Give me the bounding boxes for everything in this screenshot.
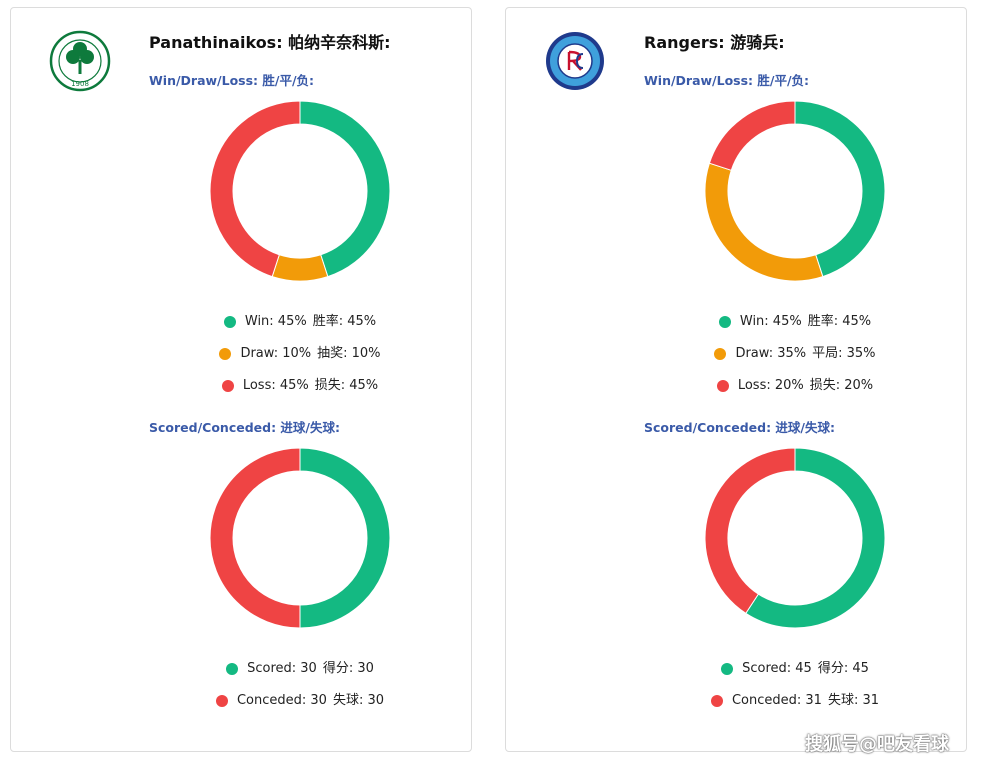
legend-item-scored: Scored: 30 得分: 30 bbox=[11, 659, 471, 691]
donut-slice-scored bbox=[299, 447, 391, 629]
legend-label: Win: 45% bbox=[244, 314, 307, 329]
scored-dot-icon bbox=[226, 663, 239, 675]
legend-label-cn: 抽奖: 10% bbox=[317, 346, 381, 361]
legend-item-scored: Scored: 45 得分: 45 bbox=[506, 659, 966, 691]
legend-label-cn: 损失: 20% bbox=[809, 378, 874, 393]
team-title: Panathinaikos: 帕纳辛奈科斯: bbox=[149, 33, 391, 52]
team-title: Rangers: 游骑兵: bbox=[644, 33, 785, 52]
legend-label: Conceded: 30 bbox=[236, 693, 327, 708]
legend-label: Loss: 45% bbox=[242, 378, 309, 393]
draw-dot-icon bbox=[219, 348, 232, 360]
legend-label-cn: 损失: 45% bbox=[314, 378, 379, 393]
win-dot-icon bbox=[223, 316, 236, 328]
goals-legend: Scored: 45 得分: 45 Conceded: 31 失球: 31 bbox=[506, 659, 966, 723]
goals-section-title: Scored/Conceded: 进球/失球: bbox=[644, 420, 835, 435]
win-dot-icon bbox=[718, 316, 731, 328]
goals-section-title: Scored/Conceded: 进球/失球: bbox=[149, 420, 340, 435]
legend-item-draw: Draw: 10% 抽奖: 10% bbox=[11, 344, 471, 376]
wdl-legend: Win: 45% 胜率: 45% Draw: 35% 平局: 35% Loss:… bbox=[506, 312, 966, 408]
donut-slice-win bbox=[299, 100, 391, 278]
legend-label-cn: 得分: 45 bbox=[817, 661, 869, 676]
conceded-dot-icon bbox=[710, 695, 723, 707]
donut-slice-scored bbox=[745, 447, 886, 629]
legend-item-win: Win: 45% 胜率: 45% bbox=[11, 312, 471, 344]
legend-item-conceded: Conceded: 30 失球: 30 bbox=[11, 691, 471, 723]
legend-label-cn: 失球: 31 bbox=[827, 693, 880, 708]
legend-item-conceded: Conceded: 31 失球: 31 bbox=[506, 691, 966, 723]
wdl-section-title: Win/Draw/Loss: 胜/平/负: bbox=[149, 73, 315, 88]
legend-label: Loss: 20% bbox=[737, 378, 804, 393]
wdl-donut-chart bbox=[704, 100, 886, 282]
goals-donut-chart bbox=[209, 447, 391, 629]
wdl-donut-chart bbox=[209, 100, 391, 282]
legend-label: Scored: 30 bbox=[247, 661, 317, 676]
draw-dot-icon bbox=[714, 348, 727, 360]
conceded-dot-icon bbox=[215, 695, 228, 707]
donut-slice-win bbox=[794, 100, 886, 278]
legend-label: Scored: 45 bbox=[742, 661, 812, 676]
legend-label: Draw: 35% bbox=[735, 346, 807, 361]
svg-text:1908: 1908 bbox=[71, 80, 89, 88]
legend-label: Draw: 10% bbox=[240, 346, 312, 361]
legend-label-cn: 平局: 35% bbox=[812, 346, 876, 361]
legend-item-loss: Loss: 45% 损失: 45% bbox=[11, 376, 471, 408]
donut-slice-loss bbox=[209, 100, 301, 278]
donut-slice-conceded bbox=[209, 447, 301, 629]
goals-legend: Scored: 30 得分: 30 Conceded: 30 失球: 30 bbox=[11, 659, 471, 723]
panathinaikos-logo: 1908 bbox=[49, 30, 111, 92]
legend-label-cn: 胜率: 45% bbox=[312, 314, 377, 329]
legend-label-cn: 胜率: 45% bbox=[807, 314, 872, 329]
watermark: 搜狐号@吧友看球 bbox=[805, 734, 949, 755]
legend-label: Conceded: 31 bbox=[731, 693, 822, 708]
scored-dot-icon bbox=[721, 663, 734, 675]
wdl-section-title: Win/Draw/Loss: 胜/平/负: bbox=[644, 73, 810, 88]
legend-label-cn: 得分: 30 bbox=[322, 661, 374, 676]
donut-slice-loss bbox=[708, 100, 796, 171]
donut-slice-draw bbox=[271, 254, 329, 282]
team-card-panathinaikos: 1908 Panathinaikos: 帕纳辛奈科斯: Win/Draw/Los… bbox=[10, 7, 472, 752]
donut-slice-conceded bbox=[704, 447, 796, 615]
wdl-legend: Win: 45% 胜率: 45% Draw: 10% 抽奖: 10% Loss:… bbox=[11, 312, 471, 408]
legend-item-win: Win: 45% 胜率: 45% bbox=[506, 312, 966, 344]
legend-item-loss: Loss: 20% 损失: 20% bbox=[506, 376, 966, 408]
loss-dot-icon bbox=[221, 380, 234, 392]
loss-dot-icon bbox=[716, 380, 729, 392]
goals-donut-chart bbox=[704, 447, 886, 629]
team-card-rangers: Rangers: 游骑兵: Win/Draw/Loss: 胜/平/负: Win:… bbox=[505, 7, 967, 752]
donut-slice-draw bbox=[704, 162, 824, 282]
rangers-logo bbox=[546, 32, 604, 90]
legend-label-cn: 失球: 30 bbox=[332, 693, 385, 708]
legend-label: Win: 45% bbox=[739, 314, 802, 329]
legend-item-draw: Draw: 35% 平局: 35% bbox=[506, 344, 966, 376]
